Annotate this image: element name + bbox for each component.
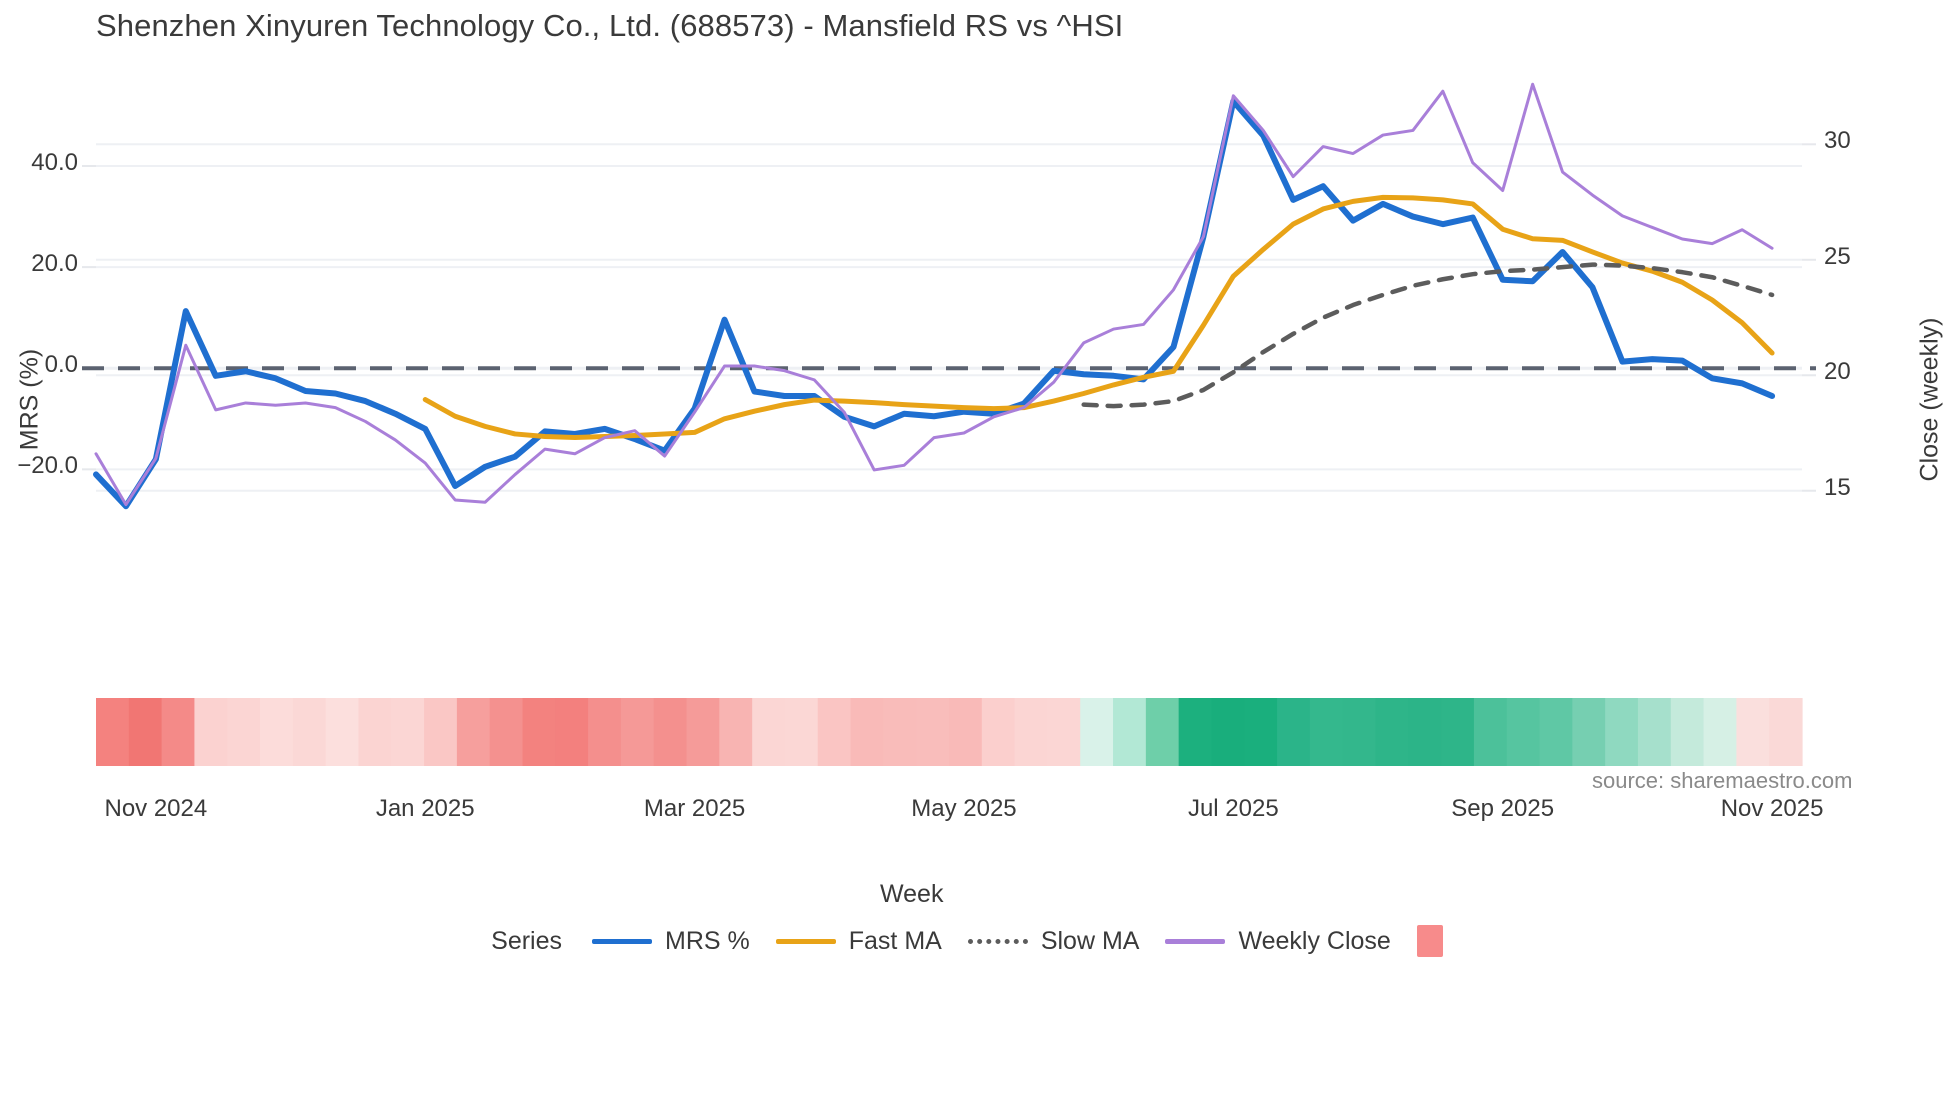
heat-strip-band	[292, 698, 327, 766]
legend-swatch-box-icon	[1416, 925, 1443, 957]
page-title: Shenzhen Xinyuren Technology Co., Ltd. (…	[96, 8, 1124, 43]
heat-strip-band	[1014, 698, 1049, 766]
legend-item-heat-swatch[interactable]	[1416, 925, 1443, 957]
heat-strip-band	[96, 698, 130, 766]
heat-strip-band	[588, 698, 622, 766]
x-tick-label: Nov 2024	[104, 795, 208, 822]
rs-heat-strip	[96, 698, 1803, 766]
heat-strip-band	[1277, 698, 1311, 766]
heat-strip-band	[1703, 698, 1737, 766]
legend-item-mrs[interactable]: MRS %	[592, 927, 750, 956]
legend-item-slow-ma[interactable]: Slow MA	[967, 926, 1140, 956]
heat-strip-band	[686, 698, 720, 766]
heat-strip-band	[1637, 698, 1672, 766]
series-line-fast-ma	[422, 194, 1775, 440]
heat-strip-band	[620, 698, 655, 766]
heat-strip-band	[161, 698, 196, 766]
heat-strip-band	[522, 698, 556, 766]
y-tick-label-right: 15	[1824, 473, 1851, 501]
heat-strip-band	[850, 698, 884, 766]
heat-strip-band	[1244, 698, 1278, 766]
heat-strip-band	[1769, 698, 1803, 766]
y-tick-label-left: 0.0	[44, 351, 78, 379]
legend-item-label: Slow MA	[1040, 926, 1140, 955]
heat-strip-band	[1113, 698, 1147, 766]
heat-strip-band	[1145, 698, 1180, 766]
heat-strip-band	[1736, 698, 1770, 766]
legend-title: Series	[491, 926, 563, 955]
heat-strip-band	[1375, 698, 1409, 766]
heat-strip-band	[1506, 698, 1541, 766]
y-tick-label-left: 20.0	[31, 250, 78, 278]
legend-swatch-line-icon	[1165, 938, 1226, 944]
series-line-mrs	[93, 98, 1776, 510]
heat-strip-band	[916, 698, 950, 766]
heat-strip-band	[1605, 698, 1639, 766]
heat-strip-band	[1473, 698, 1508, 766]
heat-strip-band	[325, 698, 360, 766]
legend-item-label: Fast MA	[848, 926, 942, 955]
legend-swatch-line-icon	[592, 938, 653, 944]
source-watermark: source: sharemaestro.com	[1592, 768, 1853, 793]
y-axis-label-right: Close (weekly)	[1915, 317, 1944, 482]
heat-strip-band	[784, 698, 819, 766]
heat-strip-band	[1178, 698, 1213, 766]
series-line-slow-ma	[1081, 262, 1775, 409]
heat-strip-band	[1342, 698, 1377, 766]
heat-strip-band	[817, 698, 852, 766]
heat-strip-band	[949, 698, 983, 766]
y-tick-label-right: 20	[1824, 358, 1851, 386]
legend-swatch-line-icon	[775, 938, 836, 944]
heat-strip-band	[1080, 698, 1114, 766]
series-line-weekly-close	[94, 82, 1774, 507]
x-tick-label: Jul 2025	[1187, 795, 1279, 822]
x-tick-label: Sep 2025	[1451, 795, 1555, 822]
heat-strip-band	[719, 698, 753, 766]
heat-strip-band	[555, 698, 589, 766]
heat-strip-band	[456, 698, 491, 766]
heat-strip-band	[1670, 698, 1705, 766]
heat-strip-band	[489, 698, 524, 766]
heat-strip-band	[1047, 698, 1081, 766]
x-tick-label: Jan 2025	[375, 795, 475, 822]
heat-strip-band	[752, 698, 786, 766]
chart-legend: Series MRS % Fast MA Slow MA Weekly Close	[0, 925, 1960, 957]
heat-strip-band	[1441, 698, 1475, 766]
y-tick-label-left: −20.0	[17, 452, 78, 480]
heat-strip-band	[981, 698, 1016, 766]
legend-swatch-dotted-icon	[967, 938, 1028, 944]
heat-strip-band	[424, 698, 458, 766]
y-tick-label-left: 40.0	[31, 149, 78, 176]
heat-strip-band	[227, 698, 261, 766]
heat-strip-band	[260, 698, 294, 766]
heat-strip-band	[1211, 698, 1245, 766]
heat-strip-band	[391, 698, 425, 766]
heat-strip-band	[1309, 698, 1344, 766]
heat-strip-band	[1539, 698, 1573, 766]
legend-item-label: Weekly Close	[1238, 926, 1391, 955]
heat-strip-band	[653, 698, 688, 766]
x-tick-label: Mar 2025	[643, 795, 746, 822]
heat-strip-band	[883, 698, 917, 766]
legend-item-label: MRS %	[665, 926, 750, 955]
heat-strip-band	[128, 698, 163, 766]
legend-entry-list: MRS % Fast MA Slow MA Weekly Close	[592, 925, 1469, 957]
heat-strip-band	[358, 698, 392, 766]
heat-strip-band	[194, 698, 228, 766]
heat-strip-band	[1572, 698, 1606, 766]
legend-item-fast-ma[interactable]: Fast MA	[775, 926, 942, 956]
heat-strip-band	[1408, 698, 1442, 766]
y-tick-label-right: 30	[1824, 127, 1851, 155]
x-tick-label: May 2025	[911, 795, 1017, 822]
legend-item-weekly-close[interactable]: Weekly Close	[1165, 926, 1391, 956]
y-tick-label-right: 25	[1824, 242, 1851, 270]
x-tick-label: Nov 2025	[1720, 795, 1824, 822]
x-axis-label: Week	[880, 880, 944, 908]
